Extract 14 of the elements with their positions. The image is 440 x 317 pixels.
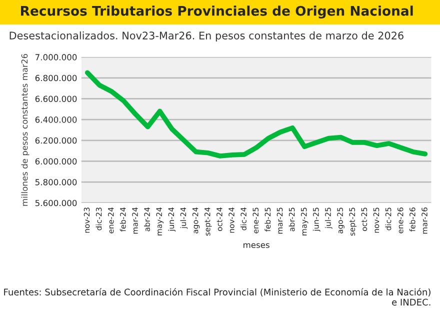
y-axis-title: millones de pesos constantes mar26	[21, 54, 30, 206]
y-tick-label: 6.200.000	[35, 137, 77, 144]
chart-subtitle: Desestacionalizados. Nov23-Mar26. En pesos constantes de marzo de 2026	[10, 31, 404, 42]
y-tick-label: 5.800.000	[35, 179, 77, 186]
y-tick-label: 6.600.000	[35, 96, 77, 102]
x-axis-title: meses	[244, 243, 270, 248]
source-note: Fuentes: Subsecretaría de Coordinación Fiscal Provincial (Ministerio de Economía de la Nación) e INDEC.	[4, 288, 430, 306]
y-tick-label: 6.000.000	[35, 158, 77, 164]
y-tick-label: 5.600.000	[35, 200, 77, 206]
y-tick-label: 6.400.000	[35, 116, 77, 123]
line-series	[85, 70, 428, 158]
y-tick-label: 7.000.000	[36, 54, 77, 60]
chart-title: Recursos Tributarios Provinciales de Origen Nacional	[21, 6, 413, 18]
y-tick-label: 6.800.000	[35, 74, 77, 82]
